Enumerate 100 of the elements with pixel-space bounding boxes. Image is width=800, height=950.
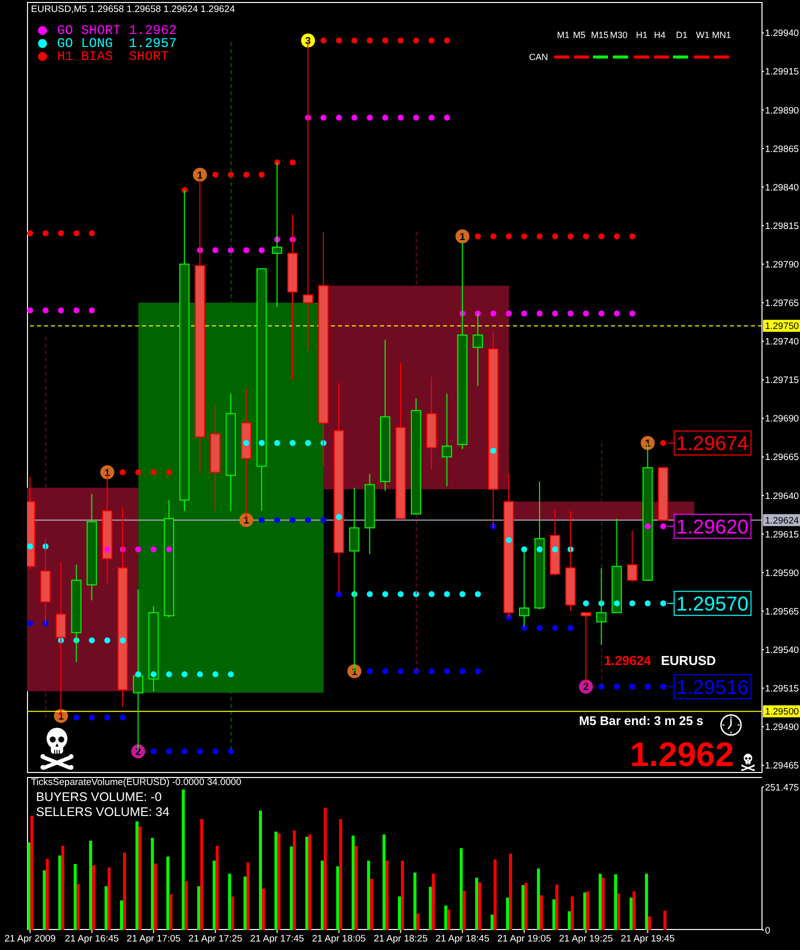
point: [290, 517, 296, 524]
x-tick-label: 21 Apr 18:45: [435, 934, 490, 945]
point: [166, 469, 172, 476]
y-tick-label: 1.29740: [765, 336, 799, 347]
annotation: D1: [676, 30, 688, 40]
point: [428, 668, 435, 674]
point: [598, 310, 604, 316]
annotation: H4: [654, 30, 666, 40]
bar: [120, 900, 124, 930]
point: [660, 684, 666, 690]
x-tick-label: 21 Apr 17:05: [126, 934, 181, 945]
point: [598, 233, 604, 240]
point: [212, 172, 218, 178]
point: [366, 114, 373, 121]
point: [644, 684, 651, 690]
bar: [262, 888, 265, 930]
x-tick-label: 21 Apr 17:25: [188, 934, 242, 945]
bar: [614, 874, 618, 930]
bar: [336, 866, 340, 930]
point: [166, 671, 172, 678]
y-tick-label: 1.29515: [765, 682, 799, 694]
point: [660, 600, 666, 606]
bar: [169, 894, 172, 930]
x-tick-label: 21 Apr 19:25: [559, 934, 613, 945]
ref-line-label: 1.29624: [765, 514, 799, 526]
point: [27, 307, 34, 314]
x-tick-label: 21 Apr 18:25: [374, 934, 428, 945]
point: [428, 38, 435, 44]
point: [629, 684, 636, 690]
bar: [524, 882, 528, 930]
bar: [320, 860, 324, 930]
annotation: H1: [636, 30, 648, 40]
point: [614, 600, 620, 606]
bar: [292, 830, 296, 930]
bar: [632, 891, 636, 930]
point: [614, 310, 620, 316]
point: [336, 591, 342, 598]
point: [150, 546, 157, 552]
point: [490, 448, 496, 454]
annotation: 1.2962: [630, 736, 734, 774]
y-tick-label: 1.29815: [765, 220, 799, 231]
bar: [555, 884, 558, 930]
bar: [444, 906, 448, 930]
point: [27, 620, 34, 626]
point: [305, 440, 312, 446]
legend-label: H1 BIAS SHORT: [57, 48, 169, 64]
point: [73, 230, 80, 236]
bar: [598, 874, 602, 930]
point: [196, 671, 203, 678]
bar: [61, 846, 64, 930]
point: [258, 440, 265, 446]
annotation: EURUSD: [661, 653, 716, 668]
candlestick: [627, 530, 638, 582]
bar: [123, 852, 126, 930]
annotation: M1: [557, 30, 570, 40]
bar: [475, 878, 478, 930]
bar: [570, 896, 574, 930]
bar: [277, 833, 280, 930]
bar: [382, 834, 386, 930]
bar: [460, 848, 463, 930]
point: [243, 172, 250, 178]
bar: [182, 790, 185, 930]
point: [444, 591, 450, 598]
point: [150, 671, 157, 678]
bar: [197, 886, 200, 930]
point: [536, 625, 543, 632]
point: [521, 233, 528, 240]
bar: [30, 816, 34, 930]
annotation: 3: [305, 36, 312, 48]
annotation: BUYERS VOLUME: -0: [36, 790, 162, 804]
point: [212, 671, 218, 678]
bar: [231, 896, 234, 930]
y-tick-label: 1.29665: [765, 451, 799, 462]
x-tick-label: 21 Apr 2009: [4, 934, 56, 945]
point: [182, 671, 188, 678]
point: [258, 247, 265, 254]
point: [398, 114, 404, 121]
point: [474, 668, 481, 674]
y-tick-label: 0: [765, 924, 770, 936]
bar: [586, 891, 590, 930]
data-label: 1.29570: [676, 594, 748, 616]
annotation: CAN: [529, 52, 548, 62]
point: [552, 233, 558, 240]
point: [120, 637, 126, 644]
point: [258, 517, 265, 524]
y-tick-label: 1.29615: [765, 528, 799, 540]
annotation: SELLERS VOLUME: 34: [36, 805, 170, 819]
bar: [521, 885, 524, 930]
bar: [246, 862, 250, 930]
chart-title: EURUSD,M5 1.29658 1.29658 1.29624 1.29624: [31, 4, 235, 15]
point: [228, 748, 234, 754]
bar: [290, 846, 293, 930]
y-tick-label: 1.29715: [765, 374, 799, 386]
bar: [305, 836, 308, 930]
point: [614, 684, 620, 690]
point: [459, 668, 466, 674]
point: [474, 591, 481, 598]
annotation: 2: [135, 746, 142, 758]
data-label: 1.29620: [676, 516, 748, 538]
bar: [244, 876, 247, 930]
